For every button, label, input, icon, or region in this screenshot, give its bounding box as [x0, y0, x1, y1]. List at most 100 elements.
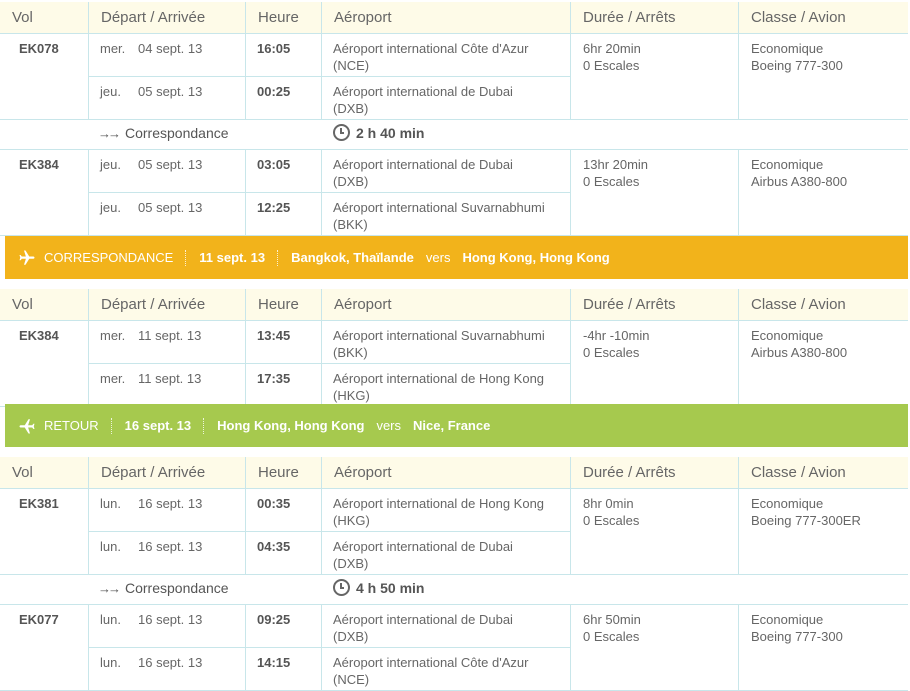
column-header: Durée / Arrêts — [570, 289, 738, 320]
segment-vers: vers — [376, 418, 402, 433]
divider — [277, 249, 279, 266]
leg-divider — [88, 647, 570, 648]
segment-date: 16 sept. 13 — [124, 418, 192, 433]
flight-duration: -4hr -10min — [583, 328, 650, 343]
airport-name: Aéroport international Côte d'Azur — [333, 41, 529, 56]
divider — [570, 150, 571, 236]
leg-day: jeu. — [100, 200, 121, 215]
divider — [88, 489, 89, 575]
divider — [738, 605, 739, 691]
flight-stops: 0 Escales — [583, 513, 640, 528]
connection-time: 4 h 50 min — [356, 579, 425, 596]
airport-name: Aéroport international de Dubai — [333, 612, 513, 627]
airport-code: (DXB) — [333, 556, 369, 571]
leg-time: 17:35 — [257, 371, 291, 386]
airport-name: Aéroport international de Dubai — [333, 157, 513, 172]
cabin-class: Economique — [751, 41, 824, 56]
cabin-class: Economique — [751, 496, 824, 511]
segment-from: Bangkok, Thaïlande — [291, 250, 414, 265]
column-header: Aéroport — [321, 289, 570, 320]
airport-code: (DXB) — [333, 101, 369, 116]
flight-duration: 6hr 50min — [583, 612, 641, 627]
divider — [321, 321, 322, 407]
column-header: Durée / Arrêts — [570, 2, 738, 33]
leg-day: mer. — [100, 41, 126, 56]
flight-number: EK078 — [19, 41, 59, 56]
column-header: Vol — [12, 464, 33, 481]
row-divider — [0, 235, 908, 236]
divider — [570, 321, 571, 407]
leg-date: 16 sept. 13 — [138, 612, 203, 627]
plane-return-icon — [18, 417, 36, 435]
divider — [570, 489, 571, 575]
divider — [321, 150, 322, 236]
divider — [321, 605, 322, 691]
flight-block: EK381 lun. 16 sept. 13 00:35 Aéroport intern… — [0, 489, 908, 575]
table-header: Vol Départ / Arrivée Heure Aéroport Durée / … — [0, 457, 908, 489]
leg-divider — [88, 192, 570, 193]
cabin-class: Economique — [751, 612, 824, 627]
flight-stops: 0 Escales — [583, 345, 640, 360]
leg-divider — [88, 76, 570, 77]
connection-label: →→ Correspondance — [98, 580, 229, 596]
clock-icon — [333, 124, 350, 141]
leg-date: 16 sept. 13 — [138, 655, 203, 670]
column-header: Classe / Avion — [738, 289, 908, 320]
leg-time: 13:45 — [257, 328, 291, 343]
leg-time: 03:05 — [257, 157, 291, 172]
flight-stops: 0 Escales — [583, 629, 640, 644]
leg-time: 14:15 — [257, 655, 291, 670]
leg-date: 05 sept. 13 — [138, 200, 203, 215]
leg-time: 12:25 — [257, 200, 291, 215]
airport-code: (NCE) — [333, 58, 370, 73]
connection-row: →→ Correspondance 4 h 50 min — [0, 573, 908, 605]
divider — [738, 150, 739, 236]
airport-code: (BKK) — [333, 345, 368, 360]
airport-code: (HKG) — [333, 513, 370, 528]
connection-duration: 2 h 40 min — [333, 124, 424, 141]
cabin-class: Economique — [751, 157, 824, 172]
leg-date: 05 sept. 13 — [138, 84, 203, 99]
connection-duration: 4 h 50 min — [333, 579, 424, 596]
column-header: Aéroport — [321, 2, 570, 33]
airport-name: Aéroport international Suvarnabhumi — [333, 200, 545, 215]
divider — [110, 417, 113, 434]
divider — [185, 249, 187, 266]
divider — [738, 321, 739, 407]
flight-number: EK384 — [19, 157, 59, 172]
leg-day: jeu. — [100, 157, 121, 172]
flight-block: EK077 lun. 16 sept. 13 09:25 Aéroport intern… — [0, 605, 908, 691]
row-divider — [0, 574, 908, 575]
row-divider — [0, 119, 908, 120]
airport-name: Aéroport international Côte d'Azur — [333, 655, 529, 670]
flight-duration: 8hr 0min — [583, 496, 634, 511]
divider — [321, 489, 322, 575]
double-arrow-icon: →→ — [98, 125, 121, 141]
segment-vers: vers — [425, 250, 451, 265]
column-header: Aéroport — [321, 457, 570, 488]
divider — [570, 605, 571, 691]
aircraft-type: Boeing 777-300 — [751, 629, 843, 644]
flight-block: EK384 mer. 11 sept. 13 13:45 Aéroport intern… — [0, 321, 908, 407]
leg-divider — [88, 531, 570, 532]
airport-name: Aéroport international de Hong Kong — [333, 371, 545, 386]
segment-from: Hong Kong, Hong Kong — [217, 418, 365, 433]
divider — [738, 34, 739, 120]
segment-to: Hong Kong, Hong Kong — [462, 250, 610, 265]
airport-code: (DXB) — [333, 174, 369, 189]
airport-name: Aéroport international de Hong Kong — [333, 496, 545, 511]
airport-name: Aéroport international Suvarnabhumi — [333, 328, 545, 343]
segment-title: RETOUR — [44, 418, 99, 433]
connection-text: Correspondance — [125, 580, 229, 596]
airport-name: Aéroport international de Dubai — [333, 539, 513, 554]
connection-label: →→ Correspondance — [98, 125, 229, 141]
divider — [88, 605, 89, 691]
airport-code: (BKK) — [333, 217, 368, 232]
flight-block: EK384 jeu. 05 sept. 13 03:05 Aéroport intern… — [0, 150, 908, 236]
leg-day: lun. — [100, 655, 121, 670]
flight-number: EK384 — [19, 328, 59, 343]
leg-day: mer. — [100, 328, 126, 343]
leg-time: 00:25 — [257, 84, 291, 99]
cabin-class: Economique — [751, 328, 824, 343]
divider — [245, 605, 246, 691]
